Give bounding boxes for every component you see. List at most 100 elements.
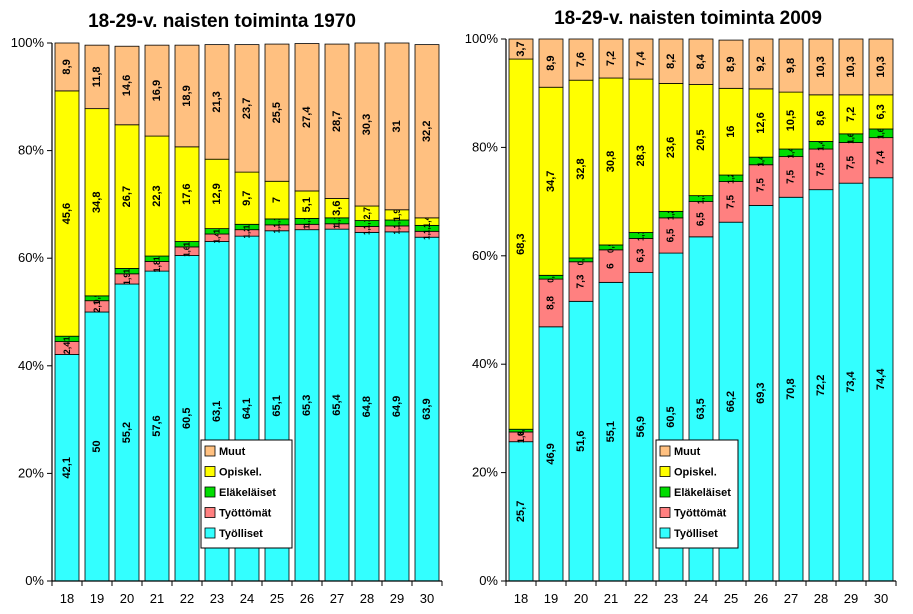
- bar-segment: [204, 44, 230, 160]
- y-tick-label: 60%: [18, 250, 44, 265]
- bar-segment: [778, 156, 804, 198]
- bar-segment: [508, 38, 534, 60]
- bar-segment: [84, 108, 110, 297]
- x-tick-label: 18: [60, 591, 74, 606]
- bar-segment: [868, 177, 894, 582]
- data-label: 23,7: [241, 98, 253, 119]
- x-tick-label: 22: [634, 591, 648, 606]
- data-label: 7,6: [575, 52, 587, 67]
- bar-segment: [658, 83, 684, 212]
- data-label: 8,8: [546, 296, 557, 310]
- bar-segment: [354, 42, 380, 207]
- data-label: 14,6: [121, 75, 133, 96]
- data-label: 10,3: [875, 56, 887, 77]
- data-label: 16,9: [151, 80, 163, 101]
- bar-segment: [54, 90, 80, 337]
- x-tick-label: 21: [604, 591, 618, 606]
- data-label: 70,8: [785, 378, 797, 399]
- y-tick-label: 0%: [479, 573, 498, 588]
- bar-segment: [204, 158, 230, 230]
- x-tick-label: 25: [724, 591, 738, 606]
- bar-segment: [538, 326, 564, 582]
- data-label: 1: [333, 224, 342, 229]
- data-label: 1,2: [727, 172, 736, 184]
- data-label: 63,9: [421, 398, 433, 419]
- chart-1970: 18-29-v. naisten toiminta 1970 0% 20% 40% 6…: [11, 11, 443, 606]
- x-tick-label: 28: [360, 591, 374, 606]
- bar-segment: [384, 42, 410, 211]
- x-tick-label: 23: [210, 591, 224, 606]
- bar-segment: [144, 135, 170, 257]
- data-label: 8,4: [695, 53, 707, 69]
- data-label: 1,1: [363, 217, 372, 229]
- bar-segment: [114, 45, 140, 126]
- bar-segment: [538, 38, 564, 88]
- data-label: 1,4: [422, 215, 432, 228]
- y-tick-label: 60%: [472, 248, 498, 263]
- data-label: 31: [391, 120, 403, 132]
- data-label: 57,6: [151, 415, 163, 436]
- bar-segment: [508, 58, 534, 430]
- data-label: 7,2: [605, 51, 617, 66]
- data-label: 1,1: [303, 215, 312, 227]
- bar-segment: [598, 77, 624, 246]
- data-label: 1: [303, 224, 312, 229]
- legend-label: Muut: [674, 446, 701, 458]
- x-tick-label: 20: [120, 591, 134, 606]
- data-label: 8,9: [61, 59, 73, 74]
- data-label: 8,2: [665, 54, 677, 69]
- bar-segment: [598, 38, 624, 79]
- data-label: 6,3: [875, 104, 887, 119]
- data-label: 7,2: [845, 107, 857, 122]
- bar-segment: [778, 38, 804, 93]
- legend-swatch: [204, 486, 216, 498]
- legend-label: Työlliset: [219, 528, 263, 540]
- bar-segment: [144, 44, 170, 137]
- x-tick-label: 19: [90, 591, 104, 606]
- data-label: 1,1: [393, 217, 402, 229]
- legend-label: Opiskel.: [219, 467, 262, 479]
- y-tick-label: 40%: [472, 356, 498, 371]
- legend-swatch: [659, 527, 671, 539]
- data-label: 45,6: [61, 203, 73, 224]
- data-label: 7,5: [846, 155, 857, 169]
- bar-segment: [838, 142, 864, 184]
- data-label: 66,2: [725, 391, 737, 412]
- x-tick-label: 24: [240, 591, 254, 606]
- x-tick-label: 19: [544, 591, 558, 606]
- legend-box: [200, 439, 293, 549]
- x-tick-label: 23: [664, 591, 678, 606]
- data-label: 65,1: [271, 395, 283, 416]
- bar-segment: [508, 441, 534, 582]
- data-label: 7,3: [576, 274, 587, 288]
- data-label: 1: [153, 256, 162, 261]
- data-label: 8,9: [545, 55, 557, 70]
- y-tick-label: 80%: [472, 139, 498, 154]
- data-label: 1,2: [243, 227, 252, 239]
- data-label: 1,6: [183, 245, 192, 257]
- data-label: 0,5: [517, 424, 526, 436]
- legend: Muut Opiskel. Eläkeläiset Työttömät Työllise…: [655, 439, 739, 549]
- data-label: 6,5: [696, 212, 707, 226]
- data-label: 7: [271, 197, 283, 203]
- x-tick-label: 29: [844, 591, 858, 606]
- data-label: 16: [725, 126, 737, 138]
- bar-segment: [868, 137, 894, 179]
- data-label: 64,1: [241, 398, 253, 419]
- data-label: 7,5: [756, 178, 767, 192]
- data-label: 1,8: [516, 431, 526, 444]
- bar-segment: [688, 84, 714, 197]
- chart-2009: 18-29-v. naisten toiminta 2009 0% 20% 40% 6…: [465, 8, 897, 606]
- bar-segment: [718, 87, 744, 176]
- bar-segment: [628, 38, 654, 80]
- chart-title: 18-29-v. naisten toiminta 1970: [88, 11, 356, 32]
- data-label: 55,2: [121, 422, 133, 443]
- data-label: 6: [606, 263, 617, 269]
- data-label: 11,8: [91, 66, 103, 87]
- chart-title: 18-29-v. naisten toiminta 2009: [554, 8, 822, 29]
- x-tick-label: 24: [694, 591, 708, 606]
- data-label: 1,6: [847, 132, 856, 144]
- data-label: 63,5: [695, 398, 707, 419]
- data-label: 0,9: [93, 292, 102, 304]
- y-tick-label: 20%: [18, 465, 44, 480]
